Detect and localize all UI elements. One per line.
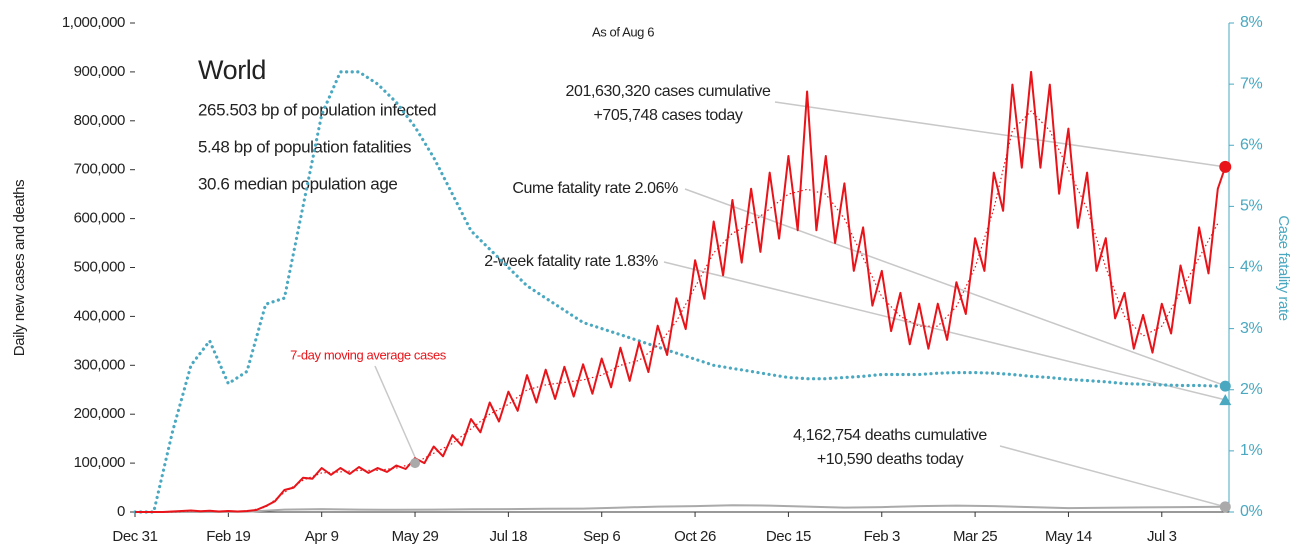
stat-fatalities: 5.48 bp of population fatalities [198,137,411,156]
annotation: 7-day moving average cases [290,347,447,362]
region-title: World [198,55,266,85]
y2-tick-label: 4% [1240,259,1262,276]
series-line [133,70,1220,514]
y-axis-label: Daily new cases and deaths [11,180,28,356]
y-tick-label: 300,000 [74,356,125,373]
annotation: 2-week fatality rate 1.83% [484,253,658,270]
y2-tick-label: 7% [1240,75,1262,92]
x-tick-label: Jul 18 [490,528,528,545]
end-marker [1219,160,1232,173]
y-tick-label: 100,000 [74,454,125,471]
x-tick-label: May 14 [1045,528,1092,545]
leader-line [374,365,419,465]
y2-tick-label: 6% [1240,136,1262,153]
y2-axis-label: Case fatality rate [1275,215,1292,320]
end-marker [1219,501,1231,513]
leader-line [774,101,1227,168]
x-tick-label: Jul 3 [1147,528,1177,545]
series-line [135,110,1219,513]
y-tick-label: 800,000 [74,112,125,129]
annotation: 4,162,754 deaths cumulative [793,427,987,444]
annotation: +10,590 deaths today [817,451,964,468]
annotation: +705,748 cases today [593,107,742,124]
y2-tick-label: 2% [1240,381,1262,398]
y-tick-label: 600,000 [74,210,125,227]
series-line [135,504,1226,513]
y2-tick-label: 1% [1240,442,1262,459]
x-tick-label: Apr 9 [305,528,339,545]
x-tick-label: Sep 6 [583,528,620,545]
annotation: 201,630,320 cases cumulative [566,83,771,100]
two-week-rate-marker [1219,394,1232,406]
y2-tick-label: 3% [1240,320,1262,337]
y-tick-label: 200,000 [74,405,125,422]
x-tick-label: Oct 26 [674,528,716,545]
leader-line [999,445,1227,508]
x-tick-label: Dec 15 [766,528,811,545]
x-tick-label: Dec 31 [112,528,157,545]
y2-tick-label: 5% [1240,198,1262,215]
y-tick-label: 500,000 [74,258,125,275]
cume-rate-marker [1219,380,1231,392]
y-tick-label: 900,000 [74,63,125,80]
y2-tick-label: 0% [1240,503,1262,520]
annotation: Cume fatality rate 2.06% [512,180,678,197]
y-tick-label: 1,000,000 [62,14,125,31]
series-line [135,70,1227,513]
y2-tick-label: 8% [1240,14,1262,31]
stat-age: 30.6 median population age [198,174,397,193]
x-tick-label: Feb 3 [864,528,900,545]
annotation-marker [410,458,421,469]
x-tick-label: Mar 25 [953,528,997,545]
subtitle: As of Aug 6 [592,24,654,39]
stat-infected: 265.503 bp of population infected [198,100,436,119]
y-tick-label: 400,000 [74,307,125,324]
x-tick-label: Feb 19 [206,528,250,545]
leader-lines [374,101,1227,508]
y-tick-label: 0 [117,503,125,520]
x-tick-label: May 29 [392,528,439,545]
y-tick-label: 700,000 [74,161,125,178]
